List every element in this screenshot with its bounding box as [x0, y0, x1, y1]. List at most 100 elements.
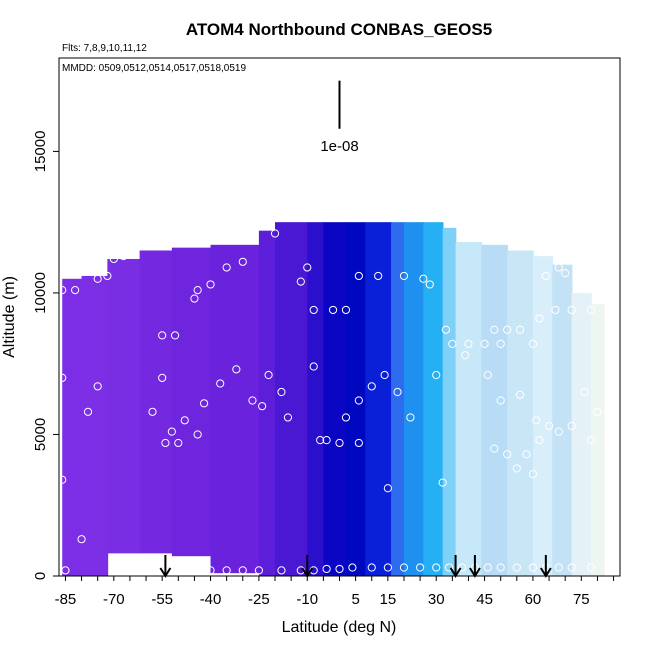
observation-point: [496, 339, 505, 348]
observation-point: [283, 413, 293, 422]
observation-point: [167, 427, 176, 436]
arrows: [159, 555, 552, 578]
observation-point: [222, 566, 231, 575]
observation-point: [416, 563, 425, 572]
observation-point: [383, 563, 392, 572]
curtain-column: [171, 247, 212, 557]
arrow-head: [159, 567, 172, 578]
observation-point: [199, 399, 209, 408]
observation-point: [341, 305, 351, 315]
y-axis-label: Altitude (m): [1, 276, 18, 358]
flights-label: Flts: 7,8,9,10,11,12: [62, 43, 147, 54]
observation-point: [174, 438, 183, 448]
curtain-column: [481, 244, 508, 576]
observation-point: [490, 444, 499, 453]
observation-point: [441, 325, 450, 334]
observation-point: [309, 305, 318, 315]
observation-point: [206, 280, 215, 289]
observation-point: [270, 229, 280, 238]
observation-point: [593, 407, 602, 416]
observation-point: [432, 563, 441, 572]
observation-point: [367, 563, 376, 572]
curtain-column: [323, 222, 347, 576]
x-tick-label: 45: [476, 591, 493, 608]
observation-point: [348, 563, 357, 572]
observation-point: [354, 271, 363, 281]
observation-point: [567, 421, 576, 431]
curtain-column: [423, 222, 444, 576]
observation-point: [59, 373, 67, 382]
x-axis-label: Latitude (deg N): [282, 619, 397, 636]
observation-point: [109, 254, 118, 264]
observation-point: [383, 484, 392, 493]
observation-point: [367, 382, 376, 391]
arrow-head: [449, 567, 462, 578]
observation-point: [248, 396, 257, 405]
curtain-column: [532, 256, 554, 576]
observation-point: [554, 263, 563, 272]
observation-point: [296, 277, 305, 286]
observation-point: [380, 370, 389, 380]
curtain-column: [139, 250, 173, 554]
observation-point: [216, 379, 225, 388]
observation-point: [541, 271, 550, 281]
observation-point: [71, 286, 80, 295]
observation-point: [148, 407, 157, 416]
x-tick-label: -55: [151, 591, 173, 608]
observation-point: [586, 436, 596, 445]
observation-point: [335, 564, 344, 574]
observation-point: [561, 269, 570, 278]
curtain-column: [81, 275, 109, 576]
observation-point: [496, 563, 505, 572]
dates-label: MMDD: 0509,0512,0514,0517,0518,0519: [62, 63, 246, 74]
observation-point: [425, 280, 434, 289]
observation-point: [170, 331, 180, 340]
chart-title: ATOM4 Northbound CONBAS_GEOS5: [186, 20, 492, 39]
observation-point: [238, 257, 247, 266]
observation-point: [93, 274, 102, 283]
observation-point: [393, 387, 402, 397]
x-tick-label: 75: [573, 591, 590, 608]
observation-point: [567, 305, 576, 315]
curtain-column: [590, 304, 605, 576]
observation-point: [512, 464, 521, 473]
x-axis: -85 -70 -55 -40 -25 -10 5 15 30 45 60 75: [55, 576, 615, 608]
curtain-column: [365, 222, 392, 576]
observation-point: [512, 563, 521, 572]
observation-point: [496, 396, 505, 405]
observation-point: [554, 427, 563, 436]
observation-point: [328, 305, 338, 315]
observation-point: [406, 413, 415, 422]
observation-point: [83, 407, 93, 416]
curtain-column: [210, 244, 260, 574]
observation-point: [432, 370, 441, 380]
observation-point: [190, 294, 199, 303]
x-tick-label: 30: [428, 591, 445, 608]
curtain-column: [307, 222, 325, 576]
observation-point: [322, 564, 331, 574]
observation-point: [141, 563, 151, 572]
observation-point: [567, 563, 576, 572]
observation-point: [535, 436, 544, 445]
curtain-column: [403, 222, 425, 576]
y-tick-label: 10000: [32, 272, 49, 314]
x-tick-label: -85: [55, 591, 77, 608]
observation-point: [457, 563, 467, 572]
observation-point: [528, 563, 538, 572]
concentration-curtain: [62, 222, 605, 576]
observation-point: [59, 475, 67, 484]
observation-point: [438, 478, 447, 487]
observation-point: [445, 563, 454, 572]
observation-point: [61, 566, 70, 575]
observation-point: [174, 566, 183, 575]
observation-point: [503, 450, 512, 459]
observation-point: [322, 436, 331, 445]
observation-point: [93, 382, 102, 391]
observation-point: [551, 305, 560, 315]
observation-point: [119, 252, 128, 261]
observation-point: [254, 566, 263, 575]
y-tick-label: 5000: [32, 418, 49, 451]
observation-point: [190, 566, 199, 575]
curtain-column: [442, 227, 457, 576]
